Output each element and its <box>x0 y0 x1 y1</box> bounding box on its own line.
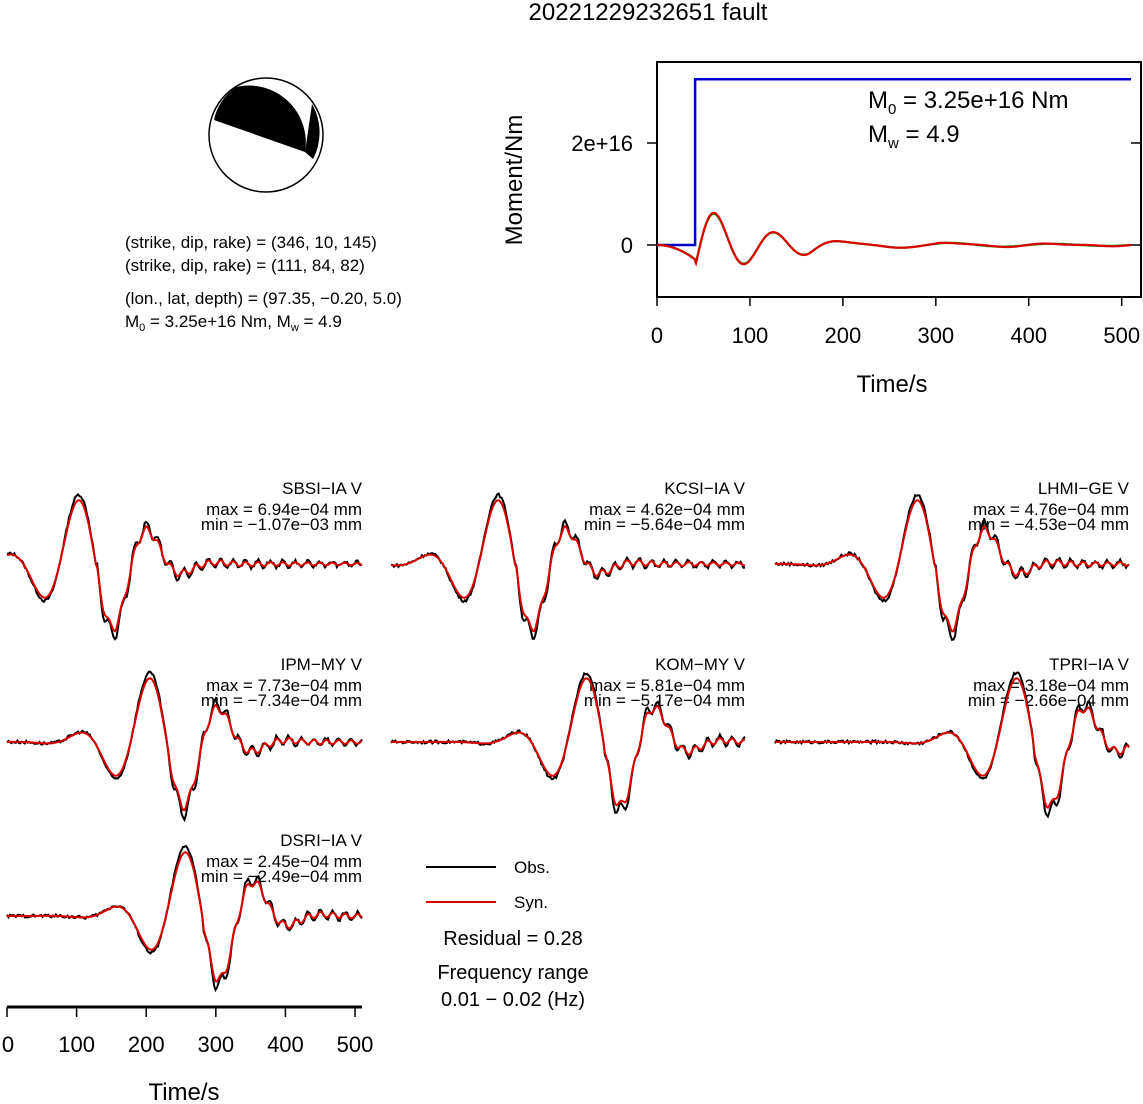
residual-text: Residual = 0.28 <box>443 928 583 950</box>
synthetic-waveform <box>7 851 363 983</box>
legend-syn-label: Syn. <box>514 893 548 912</box>
legend: Obs. Syn. Residual = 0.28 Frequency rang… <box>426 858 589 1011</box>
moment-plot: Moment/Nm Time/s 2e+16 0 0 100 200 300 400 500… <box>501 61 1142 398</box>
moment-xtick-label: 100 <box>732 323 769 348</box>
moment-plot-ylabel: Moment/Nm <box>501 115 528 246</box>
station-min: min = −1.07e−03 mm <box>201 515 362 534</box>
waveform-xtick-label: 100 <box>58 1032 95 1057</box>
waveform-xlabel: Time/s <box>148 1079 219 1104</box>
waveform-xtick-label: 0 <box>2 1032 14 1057</box>
synthetic-waveform <box>391 677 746 807</box>
station-max: max = 5.81e−04 mm <box>589 676 745 695</box>
station-name: KOM−MY V <box>655 655 746 674</box>
moment-ytick-label: 0 <box>621 233 633 258</box>
station-min: min = −5.17e−04 mm <box>584 691 745 710</box>
synthetic-waveform <box>775 499 1130 633</box>
plane1-text: (strike, dip, rake) = (346, 10, 145) <box>125 233 377 252</box>
moment-plot-mw-label: Mw = 4.9 <box>868 121 960 152</box>
synthetic-waveform <box>390 499 745 633</box>
station-min: min = −2.66e−04 mm <box>968 691 1129 710</box>
moment-xtick-label: 300 <box>917 323 954 348</box>
station-max: max = 2.45e−04 mm <box>206 852 362 871</box>
beachball <box>208 77 324 193</box>
station-name: KCSI−IA V <box>664 479 745 498</box>
station-name: DSRI−IA V <box>280 831 362 850</box>
moment-ytick-label: 2e+16 <box>571 131 633 156</box>
station-name: LHMI−GE V <box>1038 479 1130 498</box>
legend-obs-label: Obs. <box>514 858 550 877</box>
synthetic-waveform <box>6 499 363 633</box>
moment-rate-line-red <box>657 211 1132 267</box>
moment-plot-m0-label: M0 = 3.25e+16 Nm <box>868 87 1068 118</box>
frequency-range-title: Frequency range <box>437 962 588 984</box>
waveform-time-axis: 0 100 200 300 400 500 <box>2 1005 374 1057</box>
station-max: max = 4.62e−04 mm <box>589 500 745 519</box>
synthetic-waveform <box>7 677 363 812</box>
waveform-xtick-label: 500 <box>337 1032 374 1057</box>
waveform-xtick-label: 300 <box>197 1032 234 1057</box>
location-text: (lon., lat, depth) = (97.35, −0.20, 5.0) <box>125 289 402 308</box>
station-min: min = −5.64e−04 mm <box>584 515 745 534</box>
station-max: max = 6.94e−04 mm <box>206 500 362 519</box>
station-name: TPRI−IA V <box>1049 655 1129 674</box>
moment-plot-xlabel: Time/s <box>856 371 927 398</box>
station-min: min = −2.49e−04 mm <box>201 867 362 886</box>
frequency-range-value: 0.01 − 0.02 (Hz) <box>441 989 585 1011</box>
figure-title: 20221229232651 fault <box>529 0 768 26</box>
plane2-text: (strike, dip, rake) = (111, 84, 82) <box>125 256 365 275</box>
station-name: SBSI−IA V <box>282 479 363 498</box>
moment-magnitude-text: M0 = 3.25e+16 Nm, Mw = 4.9 <box>125 312 342 334</box>
station-max: max = 4.76e−04 mm <box>973 500 1129 519</box>
beachball-compressional-quadrant-1 <box>214 85 306 152</box>
moment-plot-frame <box>656 61 1142 298</box>
moment-xtick-label: 0 <box>651 323 663 348</box>
cumulative-moment-line <box>657 78 1131 247</box>
synthetic-waveform <box>775 677 1130 809</box>
station-min: min = −4.53e−04 mm <box>968 515 1129 534</box>
beachball-compressional-quadrant-2 <box>305 104 320 159</box>
station-min: min = −7.34e−04 mm <box>201 691 362 710</box>
station-name: IPM−MY V <box>281 655 363 674</box>
moment-xtick-label: 500 <box>1103 323 1140 348</box>
moment-xtick-label: 200 <box>825 323 862 348</box>
moment-plot-yaxis: 2e+16 0 <box>571 131 1141 258</box>
waveform-xtick-label: 400 <box>267 1032 304 1057</box>
station-max: max = 7.73e−04 mm <box>206 676 362 695</box>
moment-xtick-label: 400 <box>1010 323 1047 348</box>
moment-plot-xaxis: 0 100 200 300 400 500 <box>651 297 1140 348</box>
mechanism-info: (strike, dip, rake) = (346, 10, 145) (st… <box>125 233 402 334</box>
waveform-xtick-label: 200 <box>128 1032 165 1057</box>
